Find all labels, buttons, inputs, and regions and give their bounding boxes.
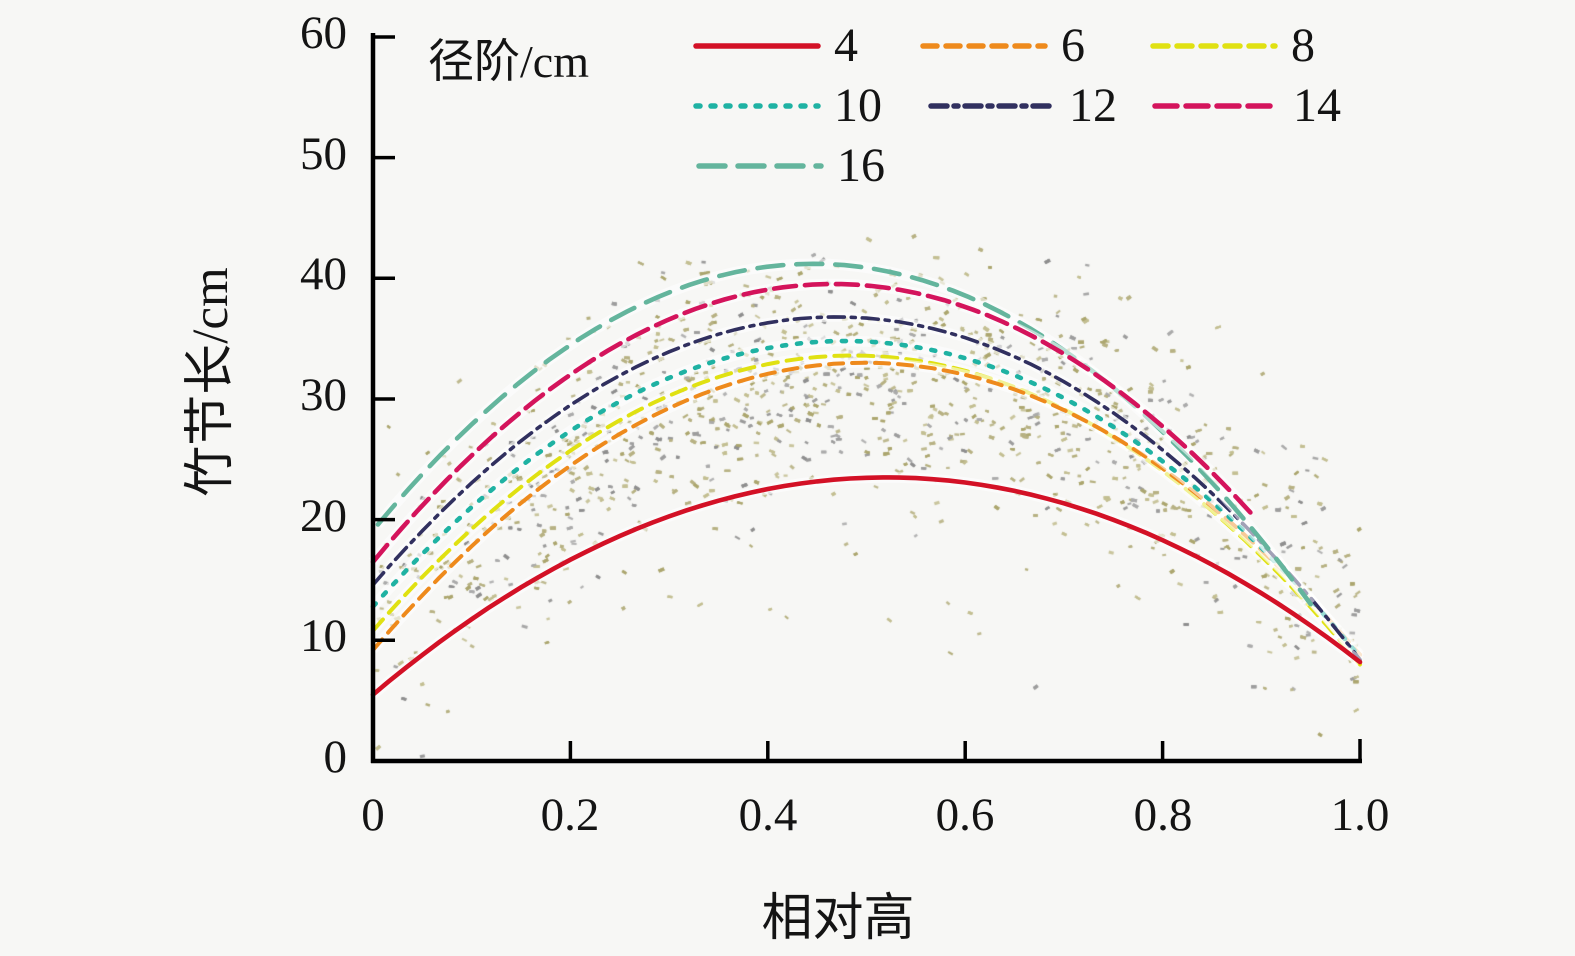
x-tick-10: 1.0: [1330, 789, 1390, 841]
x-tick-0: 0: [361, 789, 385, 841]
legend-item-8: 8: [1150, 20, 1315, 72]
legend-item-16: 16: [696, 140, 885, 192]
legend-item-12: 12: [928, 80, 1117, 132]
legend-line-10: [693, 103, 821, 109]
legend-item-14: 14: [1152, 80, 1341, 132]
x-tick-02: 0.2: [540, 789, 600, 841]
legend-item-10: 10: [693, 80, 882, 132]
legend-item-6: 6: [920, 20, 1085, 72]
y-tick-60: 60: [300, 7, 347, 59]
legend-line-14: [1152, 103, 1280, 109]
y-tick-30: 30: [300, 369, 347, 421]
legend-label-8: 8: [1291, 19, 1315, 72]
y-axis-title: 竹节长/cm: [183, 267, 239, 497]
legend-item-4: 4: [693, 20, 858, 72]
y-tick-50: 50: [300, 128, 347, 180]
y-tick-10: 10: [300, 610, 347, 662]
legend-title: 径阶/cm: [428, 36, 589, 87]
legend-label-16: 16: [837, 139, 885, 192]
legend-label-10: 10: [834, 79, 882, 132]
y-axis-ticks: [373, 35, 395, 643]
y-tick-40: 40: [300, 248, 347, 300]
x-tick-04: 0.4: [738, 789, 798, 841]
legend-line-4: [693, 43, 821, 49]
y-tick-0: 0: [323, 731, 348, 783]
x-axis-ticks: [568, 739, 1362, 761]
x-axis-title: 相对高: [761, 891, 915, 947]
legend-label-6: 6: [1061, 19, 1085, 72]
legend-line-16: [696, 163, 824, 169]
legend-label-12: 12: [1069, 79, 1117, 132]
y-tick-20: 20: [300, 490, 347, 542]
x-tick-08: 0.8: [1133, 789, 1193, 841]
legend-line-8: [1150, 43, 1278, 49]
fitted-curves: [368, 258, 1365, 699]
legend-line-12: [928, 103, 1056, 109]
axes: [370, 33, 1362, 764]
x-tick-06: 0.6: [935, 789, 995, 841]
legend-line-6: [920, 43, 1048, 49]
legend-label-14: 14: [1293, 79, 1341, 132]
legend-label-4: 4: [834, 19, 858, 72]
